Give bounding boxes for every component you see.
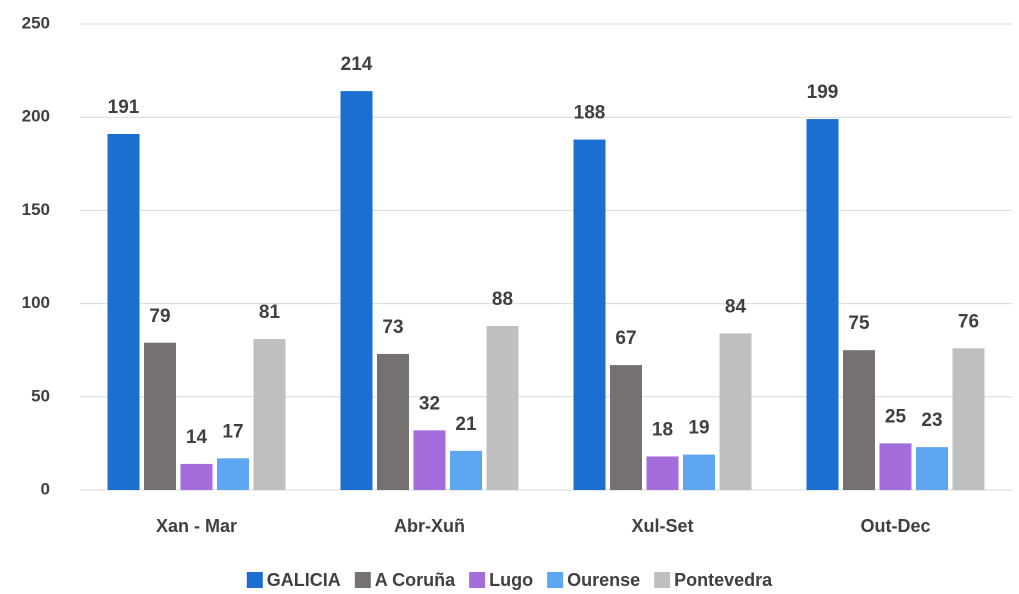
bar	[916, 447, 948, 490]
legend-swatch	[246, 572, 263, 588]
value-label: 73	[382, 317, 403, 338]
bar	[719, 333, 752, 490]
value-label: 79	[149, 306, 170, 327]
bar	[879, 443, 912, 490]
y-tick-label: 100	[22, 293, 50, 312]
y-tick-label: 250	[22, 13, 50, 32]
value-label: 191	[108, 97, 140, 118]
bar	[806, 119, 839, 491]
bar	[413, 430, 446, 490]
value-label: 76	[958, 311, 979, 332]
bar	[340, 91, 373, 490]
value-label: 199	[807, 82, 839, 103]
bar	[180, 463, 213, 490]
bar	[610, 365, 642, 490]
value-label: 32	[419, 393, 440, 414]
legend-label: Pontevedra	[674, 570, 773, 590]
value-label: 88	[492, 289, 513, 310]
y-tick-label: 200	[22, 107, 50, 126]
value-label: 14	[186, 427, 208, 448]
bar	[486, 325, 519, 490]
bar	[144, 342, 176, 490]
y-tick-label: 50	[31, 386, 50, 405]
bar	[573, 139, 606, 490]
bar	[107, 133, 140, 490]
x-tick-label: Xan - Mar	[156, 516, 237, 536]
legend-label: Ourense	[567, 570, 640, 590]
value-label: 18	[652, 419, 673, 440]
x-tick-label: Xul-Set	[631, 516, 693, 536]
value-label: 84	[725, 296, 747, 317]
value-label: 81	[259, 302, 281, 323]
value-label: 21	[455, 414, 477, 435]
value-label: 214	[341, 54, 373, 75]
legend-label: A Coruña	[375, 570, 456, 590]
legend-swatch	[547, 572, 564, 588]
bar	[253, 339, 286, 490]
x-tick-label: Out-Dec	[860, 516, 930, 536]
bar	[377, 353, 409, 490]
value-label: 17	[222, 421, 243, 442]
legend-label: GALICIA	[267, 570, 341, 590]
value-label: 67	[615, 328, 636, 349]
y-tick-label: 0	[41, 479, 50, 498]
bar	[952, 348, 985, 490]
legend-swatch	[469, 572, 486, 588]
value-label: 23	[921, 410, 942, 431]
legend-swatch	[354, 572, 371, 588]
legend-swatch	[654, 572, 671, 588]
value-label: 188	[574, 103, 606, 124]
y-tick-label: 150	[22, 200, 50, 219]
bar	[646, 456, 679, 490]
x-tick-label: Abr-Xuñ	[394, 516, 465, 536]
bar	[450, 450, 482, 490]
value-label: 19	[688, 418, 709, 439]
legend-label: Lugo	[489, 570, 533, 590]
value-label: 25	[885, 406, 907, 427]
bar	[683, 454, 715, 490]
value-label: 75	[848, 313, 870, 334]
bar	[843, 350, 875, 490]
bar	[217, 458, 249, 490]
